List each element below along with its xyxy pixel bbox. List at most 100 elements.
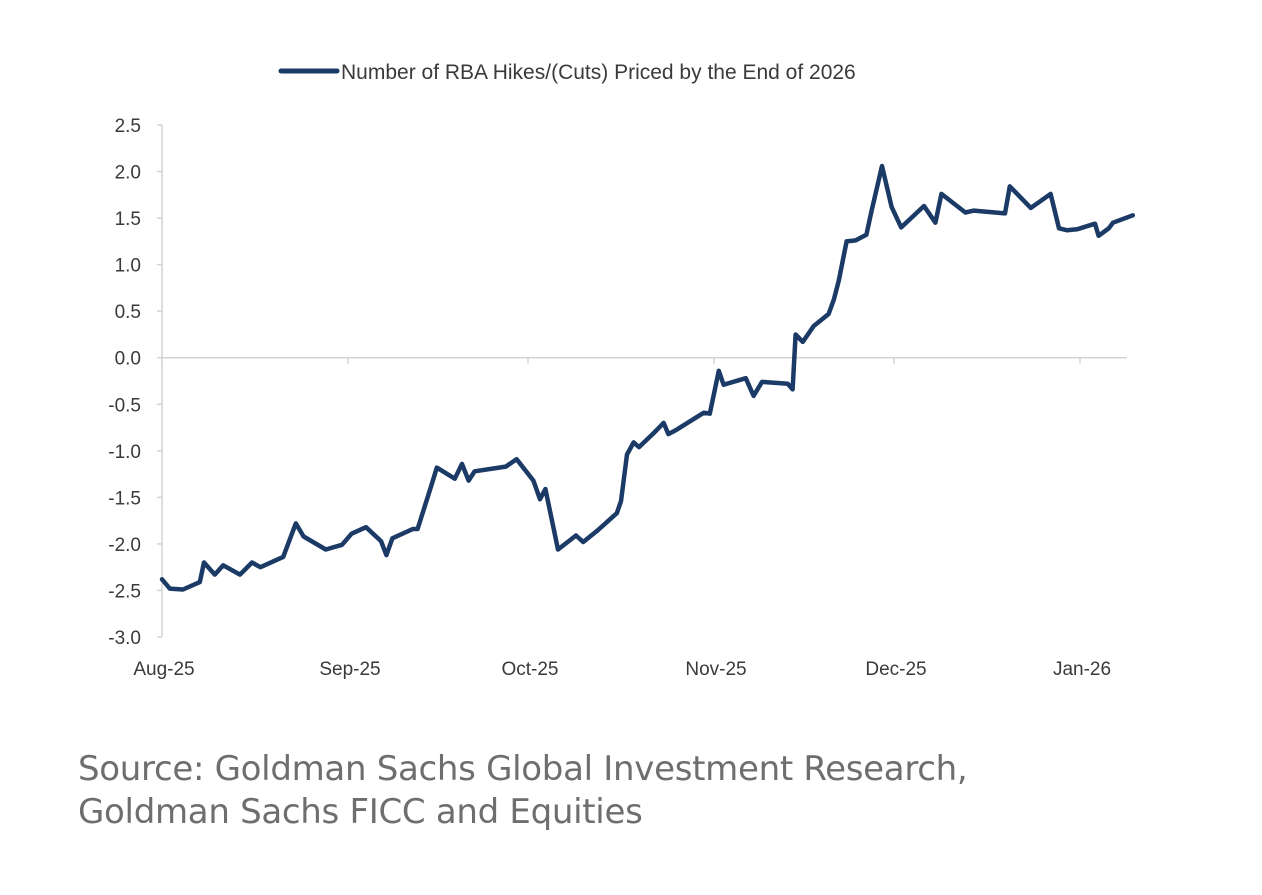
data-point	[1008, 185, 1011, 188]
data-point	[435, 466, 438, 469]
x-tick-label: Nov-25	[685, 659, 746, 680]
data-point	[964, 211, 967, 214]
data-point	[1107, 227, 1110, 230]
data-point	[575, 534, 578, 537]
data-point	[1058, 227, 1061, 230]
data-point	[865, 233, 868, 236]
data-point	[620, 500, 623, 503]
data-point	[1076, 228, 1079, 231]
data-point	[1097, 234, 1100, 237]
data-point	[198, 581, 201, 584]
x-tick-label: Oct-25	[501, 659, 558, 680]
data-point	[615, 512, 618, 515]
series	[159, 163, 1136, 592]
data-point	[674, 429, 677, 432]
data-point	[350, 532, 353, 535]
data-point	[1112, 221, 1115, 224]
data-point	[972, 209, 975, 212]
data-point	[934, 221, 937, 224]
data-point	[744, 377, 747, 380]
y-tick-label: -1.0	[108, 442, 141, 463]
data-point	[467, 479, 470, 482]
data-point	[653, 431, 656, 434]
data-point	[761, 380, 764, 383]
data-point	[411, 528, 414, 531]
data-point	[385, 554, 388, 557]
y-tick-label: 1.0	[115, 256, 141, 277]
data-point	[1049, 192, 1052, 195]
data-point	[596, 529, 599, 532]
data-point	[801, 340, 804, 343]
data-point	[1065, 229, 1068, 232]
data-point	[251, 561, 254, 564]
data-point	[416, 528, 419, 531]
data-point	[380, 540, 383, 543]
data-point	[752, 394, 755, 397]
data-point	[222, 564, 225, 567]
data-point	[302, 535, 305, 538]
data-point	[182, 588, 185, 591]
data-point	[870, 211, 873, 214]
data-point	[794, 333, 797, 336]
data-point	[717, 369, 720, 372]
data-point	[708, 412, 711, 415]
x-axis: Aug-25 Sep-25 Oct-25 Nov-25 Dec-25 Jan-26	[133, 356, 1127, 680]
data-point	[294, 522, 297, 525]
data-point	[161, 578, 164, 581]
series-line	[159, 163, 1136, 592]
y-axis: 2.5 2.0 1.5 1.0 0.5 0.0 -0.5 -1.0 -1.5 -2.0 -2.5 -3…	[108, 116, 163, 649]
legend-label: Number of RBA Hikes/(Cuts) Priced by the…	[341, 61, 856, 84]
y-tick-label: -0.5	[108, 395, 141, 416]
source-note: Source: Goldman Sachs Global Investment …	[78, 748, 1178, 834]
data-point	[453, 477, 456, 480]
source-line-1: Source: Goldman Sachs Global Investment …	[78, 749, 968, 789]
data-point	[923, 205, 926, 208]
data-point	[812, 325, 815, 328]
data-point	[662, 421, 665, 424]
data-point	[557, 548, 560, 551]
data-point	[473, 470, 476, 473]
data-point	[504, 465, 507, 468]
data-point	[431, 482, 434, 485]
y-tick-label: 1.5	[115, 209, 141, 230]
data-point	[900, 226, 903, 229]
data-point	[837, 279, 840, 282]
data-point	[582, 541, 585, 544]
x-tick-label: Dec-25	[865, 659, 926, 680]
data-point	[461, 462, 464, 465]
x-tick-label: Jan-26	[1053, 659, 1111, 680]
data-point	[539, 498, 542, 501]
data-point	[544, 488, 547, 491]
x-tick-label: Aug-25	[133, 659, 194, 680]
data-point	[626, 453, 629, 456]
y-tick-label: -1.5	[108, 488, 141, 509]
data-point	[213, 573, 216, 576]
data-point	[632, 441, 635, 444]
y-tick-label: 2.0	[115, 163, 141, 184]
data-point	[786, 382, 789, 385]
data-point	[515, 458, 518, 461]
y-tick-label: -2.5	[108, 581, 141, 602]
data-point	[1029, 206, 1032, 209]
data-point	[881, 165, 884, 168]
data-point	[667, 433, 670, 436]
data-point	[638, 446, 641, 449]
legend: Number of RBA Hikes/(Cuts) Priced by the…	[278, 61, 856, 84]
data-point	[532, 479, 535, 482]
y-tick-label: 0.5	[115, 302, 141, 323]
data-point	[940, 192, 943, 195]
y-tick-label: -3.0	[108, 628, 141, 649]
data-point	[845, 240, 848, 243]
data-point	[391, 537, 394, 540]
data-point	[341, 543, 344, 546]
data-point	[1131, 214, 1134, 217]
data-point	[365, 526, 368, 529]
data-point	[702, 411, 705, 414]
data-point	[827, 313, 830, 316]
data-point	[203, 561, 206, 564]
data-point	[890, 205, 893, 208]
data-point	[168, 587, 171, 590]
data-point	[722, 383, 725, 386]
source-line-2: Goldman Sachs FICC and Equities	[78, 792, 643, 832]
y-tick-label: -2.0	[108, 535, 141, 556]
